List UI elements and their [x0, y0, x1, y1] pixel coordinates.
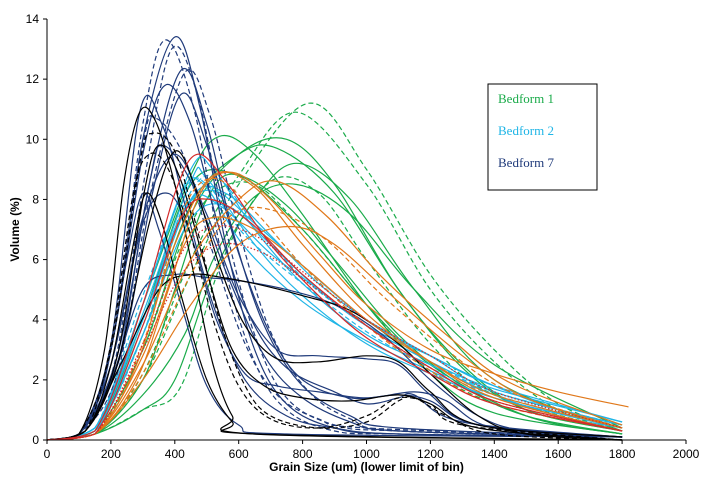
legend-entry-1: Bedform 1	[498, 91, 554, 106]
series-line-34	[46, 192, 623, 441]
y-tick-label: 14	[26, 12, 40, 26]
x-tick-label: 1400	[481, 447, 508, 461]
series-line-52	[46, 198, 623, 441]
series-line-33	[46, 192, 623, 441]
series-line-20	[46, 177, 623, 441]
series-line-49	[46, 153, 623, 441]
x-tick-label: 1200	[417, 447, 444, 461]
y-tick-label: 8	[32, 192, 39, 206]
series-line-45	[46, 206, 623, 441]
series-line-4	[46, 111, 623, 441]
legend: Bedform 1 Bedform 2 Bedform 7	[487, 83, 598, 191]
series-line-44	[46, 225, 623, 441]
series-line-46	[46, 216, 623, 441]
legend-box	[487, 83, 598, 191]
y-tick-label: 10	[26, 132, 40, 146]
y-tick-label: 2	[32, 373, 39, 387]
x-tick-label: 200	[101, 447, 121, 461]
series-line-38	[46, 273, 623, 441]
series-line-40	[46, 152, 623, 441]
x-tick-label: 400	[165, 447, 185, 461]
x-tick-label: 1000	[353, 447, 380, 461]
x-tick-label: 1600	[545, 447, 572, 461]
series-line-50	[46, 224, 623, 441]
series-line-23	[46, 45, 623, 441]
series-line-37	[46, 150, 623, 441]
series-line-8	[46, 176, 623, 441]
legend-entry-3: Bedform 7	[498, 155, 554, 170]
x-tick-label: 0	[44, 447, 51, 461]
series-line-43	[46, 171, 623, 441]
series-line-41	[46, 144, 623, 441]
series-line-48	[46, 180, 623, 441]
series-line-22	[46, 39, 623, 441]
axes	[43, 18, 687, 444]
x-axis-title: Grain Size (um) (lower limit of bin)	[269, 460, 464, 474]
series-line-10	[46, 181, 623, 441]
y-axis-title: Volume (%)	[8, 197, 22, 261]
y-tick-label: 6	[32, 253, 39, 267]
x-tick-label: 600	[229, 447, 249, 461]
tick-labels: 0 200 400 600 800 1000 1200 1400 1600 1800 2000 0 2 4…	[26, 12, 700, 461]
series-line-47	[46, 177, 623, 441]
series-line-11	[46, 183, 623, 441]
series-line-7	[46, 162, 623, 441]
x-tick-label: 800	[293, 447, 313, 461]
series-layer	[46, 36, 629, 441]
legend-entry-2: Bedform 2	[498, 123, 554, 138]
x-tick-label: 2000	[673, 447, 700, 461]
series-line-17	[46, 194, 623, 441]
y-tick-label: 12	[26, 72, 40, 86]
x-tick-label: 1800	[609, 447, 636, 461]
y-tick-label: 0	[32, 433, 39, 447]
y-tick-label: 4	[32, 313, 39, 327]
